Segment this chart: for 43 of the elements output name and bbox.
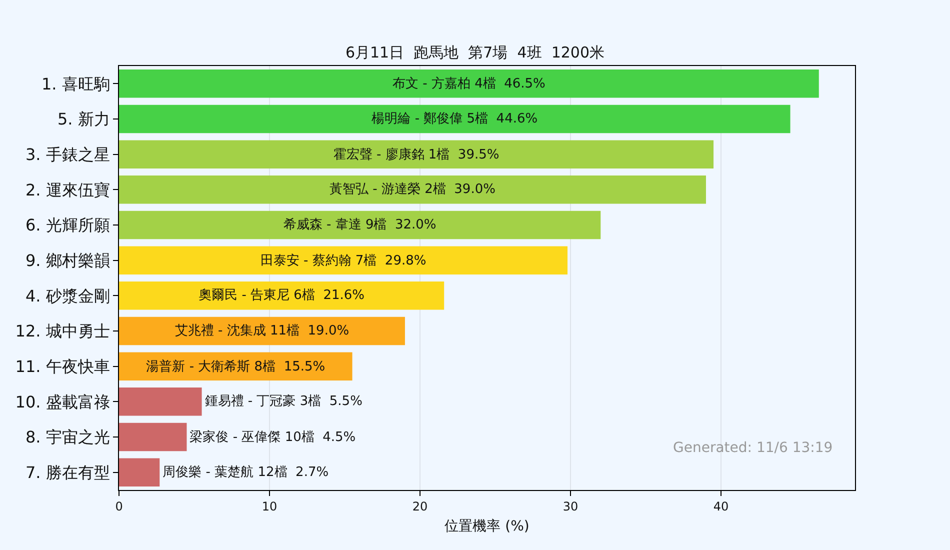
data-label: 楊明綸 - 鄭俊偉 5檔 44.6% xyxy=(372,112,538,126)
chart-title: 6月11日 跑馬地 第7場 4班 1200米 xyxy=(345,43,605,62)
data-label: 周俊樂 - 葉楚航 12檔 2.7% xyxy=(162,464,329,480)
data-label: 梁家俊 - 巫偉傑 10檔 4.5% xyxy=(190,429,356,445)
data-label: 希威森 - 韋達 9檔 32.0% xyxy=(283,218,436,232)
x-tick-label: 0 xyxy=(115,499,123,514)
x-tick-label: 10 xyxy=(262,499,278,514)
x-tick-label: 20 xyxy=(412,499,428,514)
y-tick-label: 1. 喜旺駒 xyxy=(41,74,110,94)
y-tick-label: 3. 手錶之星 xyxy=(25,144,110,164)
data-label: 黃智弘 - 游達榮 2檔 39.0% xyxy=(330,182,496,198)
data-label: 湯普新 - 大衛希斯 8檔 15.5% xyxy=(146,358,326,374)
annotation: Generated: 11/6 13:19 xyxy=(673,440,833,456)
y-tick-label: 10. 盛載富祿 xyxy=(15,392,110,412)
data-label: 奧爾民 - 告東尼 6檔 21.6% xyxy=(198,288,365,304)
y-tick-label: 2. 運來伍寶 xyxy=(25,180,110,200)
data-label: 鍾易禮 - 丁冠豪 3檔 5.5% xyxy=(204,394,362,410)
bar xyxy=(119,388,202,416)
y-tick-label: 5. 新力 xyxy=(57,110,110,129)
data-label: 布文 - 方嘉柏 4檔 46.5% xyxy=(392,76,546,92)
y-tick-label: 7. 勝在有型 xyxy=(25,462,110,482)
bar xyxy=(119,246,568,274)
y-tick-label: 9. 鄉村樂韻 xyxy=(25,250,110,270)
bar xyxy=(119,422,187,452)
y-tick-label: 4. 砂漿金剛 xyxy=(25,286,110,306)
y-tick-label: 11. 午夜快車 xyxy=(15,356,110,376)
bar xyxy=(119,176,706,204)
data-label: 艾兆禮 - 沈集成 11檔 19.0% xyxy=(174,324,350,338)
bar xyxy=(119,316,405,346)
y-tick-label: 12. 城中勇士 xyxy=(15,322,110,341)
bar xyxy=(119,140,714,168)
y-tick-label: 8. 宇宙之光 xyxy=(25,428,110,447)
bar xyxy=(119,210,601,240)
x-tick-label: 40 xyxy=(713,499,729,514)
y-tick-label: 6. 光輝所願 xyxy=(25,216,110,235)
bar xyxy=(119,70,819,98)
bar xyxy=(119,282,444,310)
bar xyxy=(119,458,160,486)
x-tick-label: 30 xyxy=(562,499,578,514)
x-axis-title: 位置機率 (%) xyxy=(444,518,530,535)
data-label: 田泰安 - 蔡約翰 7檔 29.8% xyxy=(260,252,426,268)
bar xyxy=(119,104,790,134)
data-label: 霍宏聲 - 廖康銘 1檔 39.5% xyxy=(333,146,500,162)
